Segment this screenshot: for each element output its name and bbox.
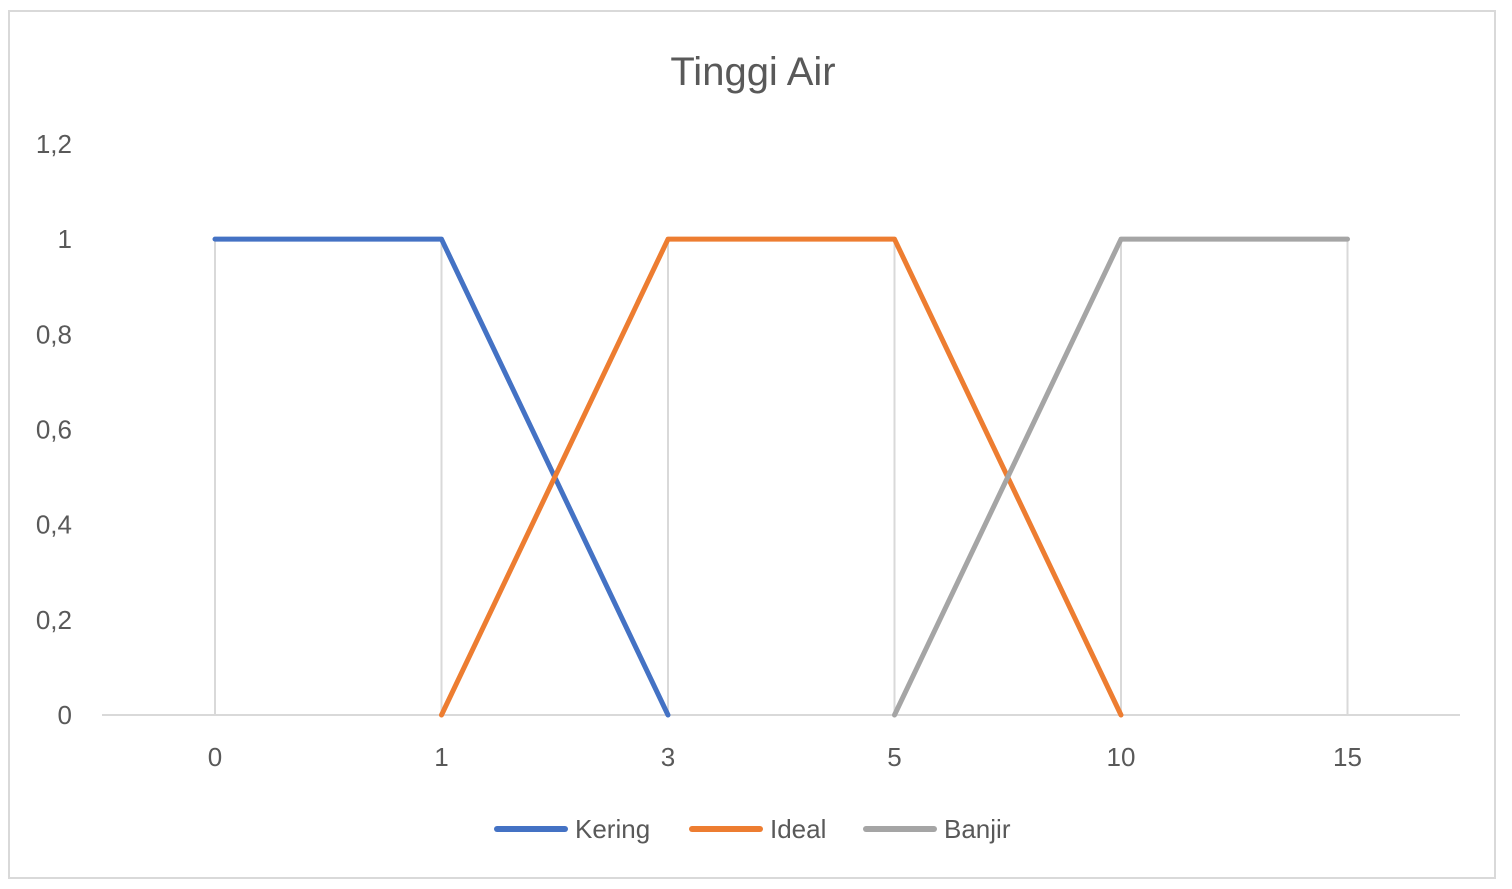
series-line-ideal (439, 236, 1124, 718)
series-lines (212, 236, 1350, 718)
legend-label-kering: Kering (575, 814, 650, 844)
legend-label-banjir: Banjir (944, 814, 1011, 844)
y-tick-label: 0,8 (36, 319, 72, 349)
gridlines (214, 239, 1349, 715)
y-tick-label: 0,6 (36, 415, 72, 445)
series-line-banjir (892, 236, 1350, 718)
y-tick-label: 1,2 (36, 129, 72, 159)
x-tick-label: 0 (208, 742, 222, 772)
y-tick-label: 0,4 (36, 510, 72, 540)
legend: Kering Ideal Banjir (494, 814, 1011, 844)
legend-label-ideal: Ideal (770, 814, 826, 844)
x-tick-label: 5 (887, 742, 901, 772)
chart-title: Tinggi Air (670, 50, 835, 94)
chart-frame (8, 10, 1496, 879)
x-tick-label: 1 (434, 742, 448, 772)
x-tick-label: 15 (1333, 742, 1362, 772)
y-tick-label: 1 (58, 224, 72, 254)
series-line-kering (212, 236, 671, 718)
y-tick-label: 0,2 (36, 605, 72, 635)
axes: 0 1 3 5 10 15 0 0,2 0,4 0,6 0,8 1 1,2 (36, 129, 1460, 772)
y-tick-label: 0 (58, 700, 72, 730)
x-tick-label: 3 (661, 742, 675, 772)
x-tick-label: 10 (1107, 742, 1136, 772)
